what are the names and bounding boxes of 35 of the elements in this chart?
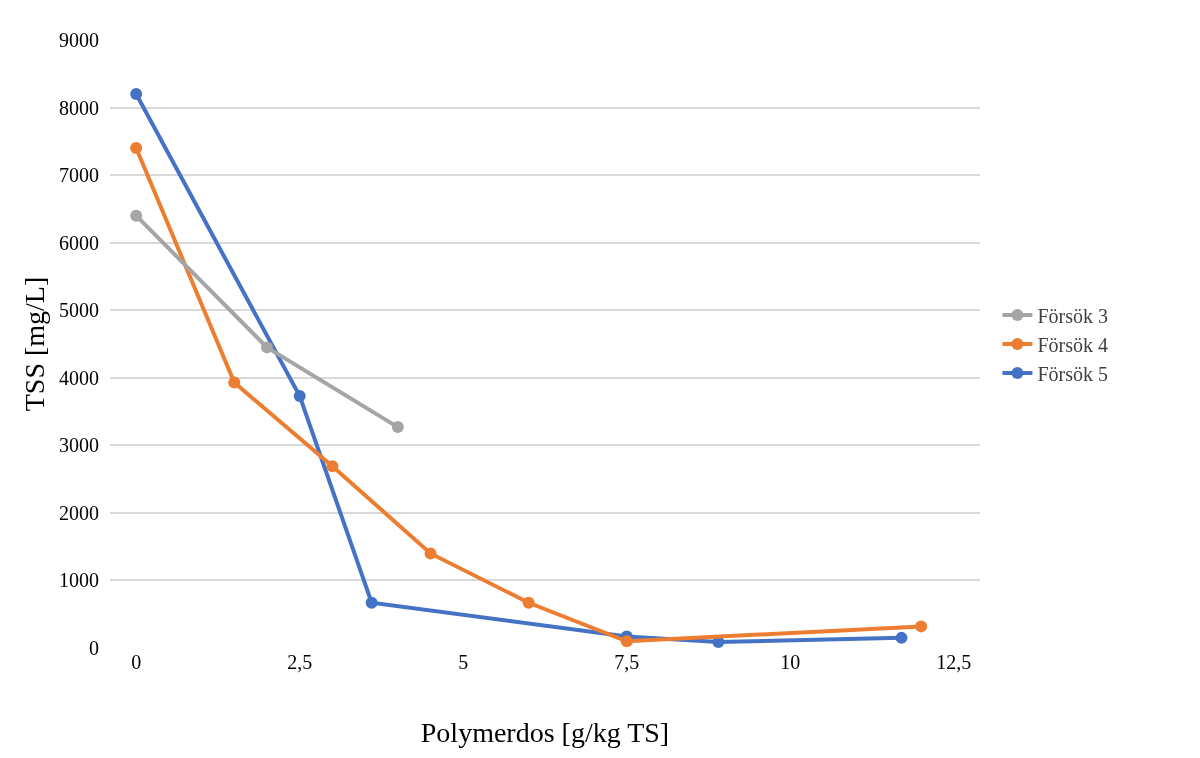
y-tick-label: 3000 — [59, 434, 99, 457]
y-tick-label: 1000 — [59, 569, 99, 592]
point — [915, 620, 928, 633]
x-axis-title: Polymerdos [g/kg TS] — [420, 717, 670, 748]
point — [365, 596, 378, 609]
legend-label: Försök 4 — [1037, 333, 1108, 356]
x-tick-label: 2,5 — [287, 651, 313, 673]
point — [391, 421, 404, 434]
point — [130, 142, 143, 155]
legend-label: Försök 5 — [1037, 362, 1108, 385]
y-tick-label: 0 — [89, 637, 99, 659]
point — [293, 390, 306, 403]
x-tick-label: 7,5 — [614, 651, 640, 673]
x-tick-label: 10 — [780, 651, 801, 673]
point — [326, 460, 339, 473]
y-tick-label: 7000 — [59, 164, 99, 187]
legend-label: Försök 3 — [1037, 304, 1108, 327]
point — [522, 596, 535, 609]
y-tick-label: 4000 — [59, 366, 99, 389]
y-tick-label: 2000 — [59, 501, 99, 524]
y-tick-label: 8000 — [59, 96, 99, 119]
point — [261, 341, 273, 354]
y-tick-label: 9000 — [59, 29, 99, 51]
point — [620, 635, 633, 648]
y-tick-label: 6000 — [59, 231, 99, 254]
x-tick-label: 0 — [131, 651, 142, 673]
x-tick-label: 12,5 — [936, 651, 972, 673]
point — [895, 631, 908, 644]
point — [130, 88, 143, 101]
point — [424, 547, 437, 560]
y-axis-title: TSS [mg/L] — [19, 276, 50, 412]
point — [130, 209, 143, 222]
y-tick-label: 5000 — [59, 299, 99, 322]
point — [228, 376, 241, 389]
x-tick-label: 5 — [458, 651, 469, 673]
